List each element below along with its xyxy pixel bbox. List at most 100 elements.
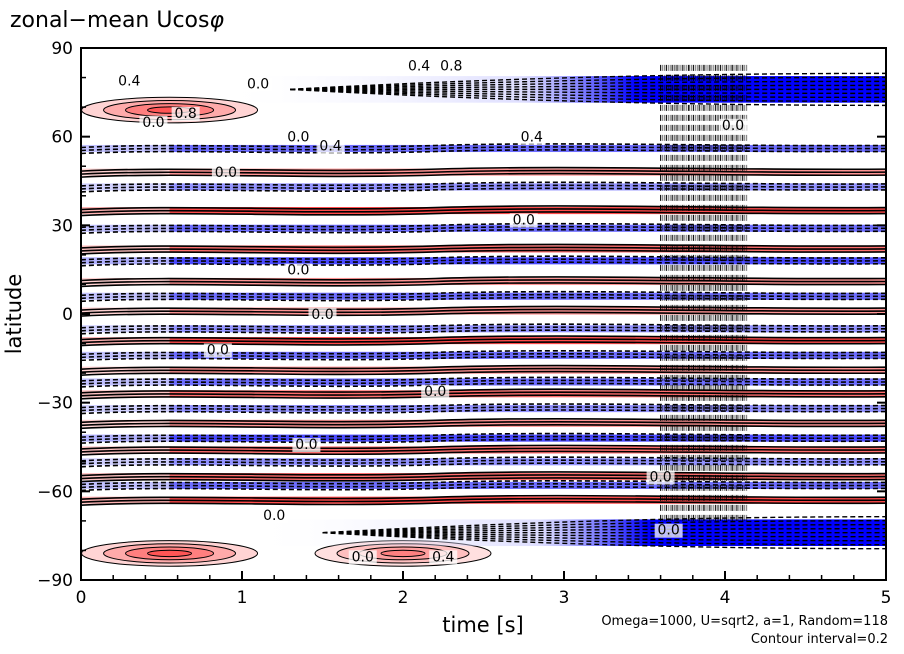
contour-line: [81, 225, 886, 232]
chart-title: zonal−mean Ucosφ: [10, 8, 224, 33]
contour-line: [81, 477, 886, 483]
contour-label: 0.4: [319, 138, 341, 154]
zonal-band: [169, 325, 886, 333]
contour-line: [81, 293, 886, 300]
contour-label-bg: [654, 523, 683, 538]
contour-label-bg: [316, 139, 345, 154]
contour-line: [81, 406, 886, 412]
zonal-band: [169, 207, 886, 215]
zonal-band: [169, 481, 886, 489]
contour-line: [81, 486, 886, 492]
contour-label-bg: [211, 166, 240, 181]
contour-label: 0.0: [658, 523, 680, 539]
contour-line: [81, 184, 886, 190]
contour-label-bg: [429, 550, 458, 565]
contour-line: [81, 308, 886, 314]
zonal-band: [169, 307, 886, 315]
contour-line: [81, 187, 886, 193]
y-tick-label: −60: [37, 482, 73, 502]
contour-label-bg: [437, 59, 466, 74]
contour-line: [81, 376, 886, 382]
contour-line: [81, 471, 886, 477]
jet-contour: [290, 88, 886, 103]
contour-line: [81, 367, 886, 373]
contour-line: [81, 432, 886, 438]
zonal-band: [169, 168, 886, 176]
contour-label-bg: [171, 106, 200, 121]
contour-line: [81, 341, 886, 347]
zonal-band: [169, 183, 886, 191]
contour-label: 0.4: [432, 549, 454, 565]
contour-line: [81, 435, 886, 441]
contour-label-bg: [308, 307, 337, 322]
contour-label-bg: [139, 115, 168, 130]
contour-label-bg: [292, 438, 321, 452]
contour-line: [81, 370, 886, 376]
zonal-band: [169, 366, 886, 374]
contour-label-bg: [115, 74, 144, 89]
contour-line: [81, 350, 886, 356]
zonal-band: [169, 245, 886, 253]
x-tick-label: 2: [398, 588, 409, 608]
contour-line: [81, 364, 886, 370]
contour-line: [81, 500, 886, 506]
contour-label: 0.0: [352, 549, 374, 565]
contour-line: [81, 222, 886, 229]
contour-line: [81, 228, 886, 235]
contour-label-bg: [517, 130, 546, 145]
contour-line: [81, 403, 886, 409]
contour-label: 0.4: [521, 130, 543, 146]
contour-line: [81, 143, 886, 149]
contour-line: [81, 326, 886, 332]
zonal-band: [169, 473, 886, 481]
zonal-band: [169, 434, 886, 442]
params-note: Omega=1000, U=sqrt2, a=1, Random=118: [601, 614, 888, 629]
zonal-band: [169, 378, 886, 386]
contour-line: [81, 459, 886, 465]
contour-line: [81, 462, 886, 468]
contour-line: [81, 255, 886, 261]
contour-line: [81, 474, 886, 480]
zonal-band: [169, 224, 886, 232]
contour-label: 0.8: [440, 59, 462, 75]
contour-line: [81, 420, 886, 427]
jet-contour: [290, 88, 886, 99]
contour-label: 0.4: [118, 73, 140, 89]
contour-line: [81, 290, 886, 297]
contour-label: 0.0: [263, 508, 285, 524]
contour-line: [81, 249, 886, 255]
contour-line: [81, 296, 886, 303]
contour-label-bg: [348, 550, 377, 565]
contour-line: [81, 444, 886, 450]
zonal-band: [169, 292, 886, 300]
contour-line: [81, 172, 886, 178]
contour-line: [81, 417, 886, 424]
y-tick-label: 60: [51, 128, 73, 148]
contour-line: [81, 353, 886, 359]
x-tick-label: 5: [881, 588, 892, 608]
contour-line: [81, 438, 886, 444]
jet-contour: [290, 80, 886, 91]
contour-interval-note: Contour interval=0.2: [750, 632, 888, 647]
zonal-band: [169, 144, 886, 153]
zonal-band: [169, 419, 886, 427]
contour-line: [81, 149, 886, 155]
contour-label: 0.0: [287, 130, 309, 146]
contour-line: [81, 276, 886, 282]
contour-line: [81, 382, 886, 388]
contour-line: [81, 305, 886, 311]
x-tick-label: 1: [237, 588, 248, 608]
jet-contour: [290, 88, 886, 95]
contour-line: [81, 205, 886, 211]
contour-label: 0.8: [175, 106, 197, 122]
contour-label-bg: [284, 263, 313, 278]
contour-line: [81, 447, 886, 453]
chart-title-text: zonal−mean Ucos: [10, 8, 210, 33]
contour-line: [81, 409, 886, 415]
jet-contour: [290, 72, 886, 91]
contour-label: 0.0: [295, 437, 317, 453]
y-tick-label: −30: [37, 394, 73, 414]
x-axis-label: time [s]: [442, 613, 523, 637]
contour-line: [81, 329, 886, 335]
zonal-band: [169, 337, 886, 345]
